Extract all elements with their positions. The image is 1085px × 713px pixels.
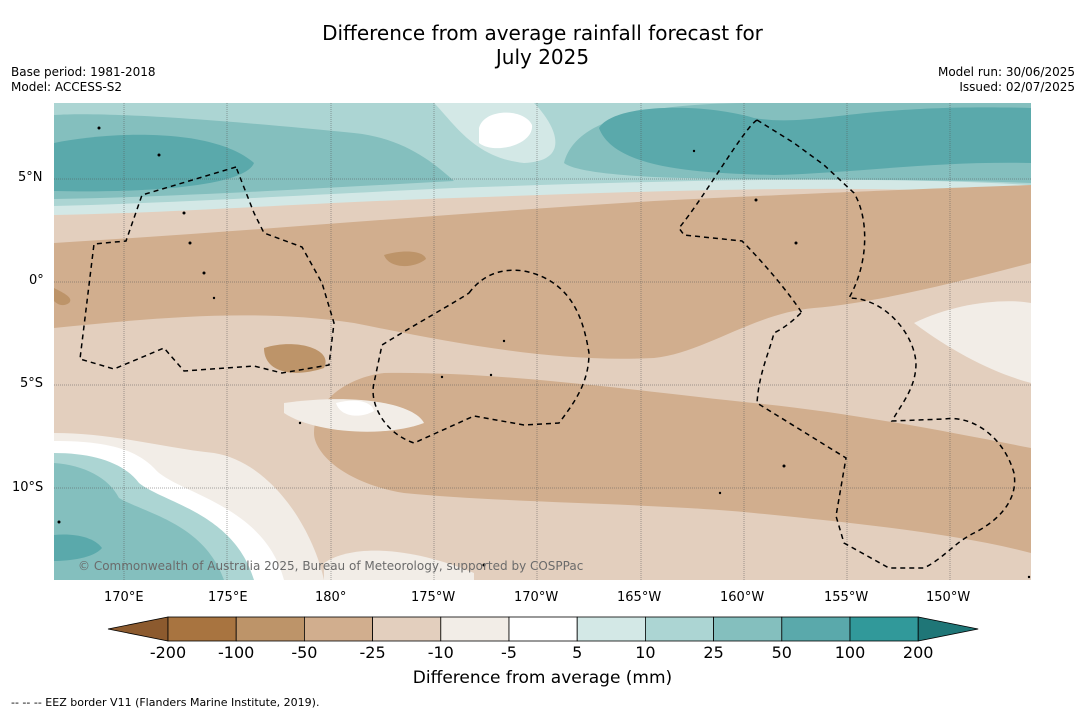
map-title-line2: July 2025	[495, 45, 590, 69]
colorbar-swatch	[713, 616, 783, 642]
lon-label-170w: 170°W	[514, 590, 559, 605]
island	[754, 198, 758, 202]
map-canvas	[54, 103, 1031, 580]
colorbar-swatch	[508, 616, 578, 642]
lon-label-150w: 150°W	[926, 590, 971, 605]
lon-label-160w: 160°W	[720, 590, 765, 605]
issued-date: Issued: 02/07/2025	[959, 80, 1075, 94]
colorbar-tick-label: -25	[359, 643, 386, 662]
southwest-wet-core	[54, 534, 102, 561]
island	[692, 149, 696, 153]
colorbar-swatch	[440, 616, 510, 642]
colorbar-swatch	[372, 616, 442, 642]
neutral-pocket-south	[336, 400, 374, 416]
colorbar-tick-label: -200	[149, 643, 187, 662]
lat-label-10s: 10°S	[12, 480, 44, 495]
south-transition	[324, 550, 474, 580]
dry-core-edge	[54, 288, 71, 306]
dry-core-small	[384, 251, 426, 267]
colorbar-tick-label: 50	[771, 643, 792, 662]
graticule	[54, 103, 1031, 580]
island	[57, 520, 61, 524]
lon-label-175w: 175°W	[411, 590, 456, 605]
island	[489, 373, 493, 377]
lon-label-155w: 155°W	[824, 590, 869, 605]
neutral-pocket-north	[479, 112, 533, 149]
dry-core-patch	[264, 344, 326, 373]
eez-border	[678, 119, 1016, 569]
copyright-notice: © Commonwealth of Australia 2025, Bureau…	[78, 559, 584, 573]
colorbar-tick-label: -100	[218, 643, 255, 662]
colorbar-swatch	[235, 616, 305, 642]
lon-label-175e: 175°E	[208, 590, 248, 605]
islands	[57, 126, 1031, 579]
map-title-line1: Difference from average rainfall forecas…	[322, 21, 763, 45]
eez-border	[372, 269, 590, 444]
island	[182, 211, 186, 215]
island	[212, 296, 216, 300]
colorbar-swatch	[849, 616, 919, 642]
lon-label-170e: 170°E	[104, 590, 144, 605]
eez-borders	[79, 119, 1016, 569]
colorbar-swatch	[303, 616, 373, 642]
island	[794, 241, 798, 245]
lat-label-5s: 5°S	[20, 376, 44, 391]
colorbar-extend-high	[917, 616, 979, 642]
colorbar-tick-label: 100	[834, 643, 866, 662]
model-run: Model run: 30/06/2025	[937, 65, 1075, 79]
colorbar-tick-label: -5	[501, 643, 517, 662]
colorbar-swatch	[576, 616, 646, 642]
island	[1027, 575, 1031, 579]
colorbar-title: Difference from average (mm)	[412, 668, 673, 688]
island	[298, 421, 302, 425]
island	[482, 563, 486, 567]
lon-label-180: 180°	[315, 590, 347, 605]
colorbar-extend-low	[107, 616, 169, 642]
island	[157, 153, 161, 157]
dry-band-south	[314, 372, 1031, 553]
wet-core-east	[599, 107, 1031, 175]
lat-label-0: 0°	[29, 273, 44, 288]
island	[97, 126, 101, 130]
lon-label-165w: 165°W	[617, 590, 662, 605]
model-name: Model: ACCESS-S2	[11, 80, 123, 94]
colorbar-tick-label: -50	[291, 643, 318, 662]
island	[202, 271, 206, 275]
base-period: Base period: 1981-2018	[11, 65, 156, 79]
rainfall-anomaly-map: © Commonwealth of Australia 2025, Bureau…	[54, 103, 1031, 580]
colorbar-tick-label: -10	[427, 643, 454, 662]
lat-label-5n: 5°N	[18, 170, 43, 185]
island	[188, 241, 192, 245]
island	[782, 464, 786, 468]
island	[718, 491, 722, 495]
colorbar-swatch	[781, 616, 851, 642]
colorbar-tick-label: 10	[635, 643, 656, 662]
dry-band-central	[54, 185, 1031, 359]
eez-footnote: -- -- -- EEZ border V11 (Flanders Marine…	[11, 696, 320, 709]
colorbar-tick-label: 5	[572, 643, 583, 662]
near-neutral-east	[914, 301, 1031, 383]
wet-core-west	[54, 134, 254, 192]
colorbar-tick-label: 200	[902, 643, 934, 662]
colorbar-swatch	[645, 616, 715, 642]
island	[502, 339, 506, 343]
colorbar-tick-label: 25	[703, 643, 724, 662]
island	[440, 375, 444, 379]
colorbar-swatch	[167, 616, 237, 642]
